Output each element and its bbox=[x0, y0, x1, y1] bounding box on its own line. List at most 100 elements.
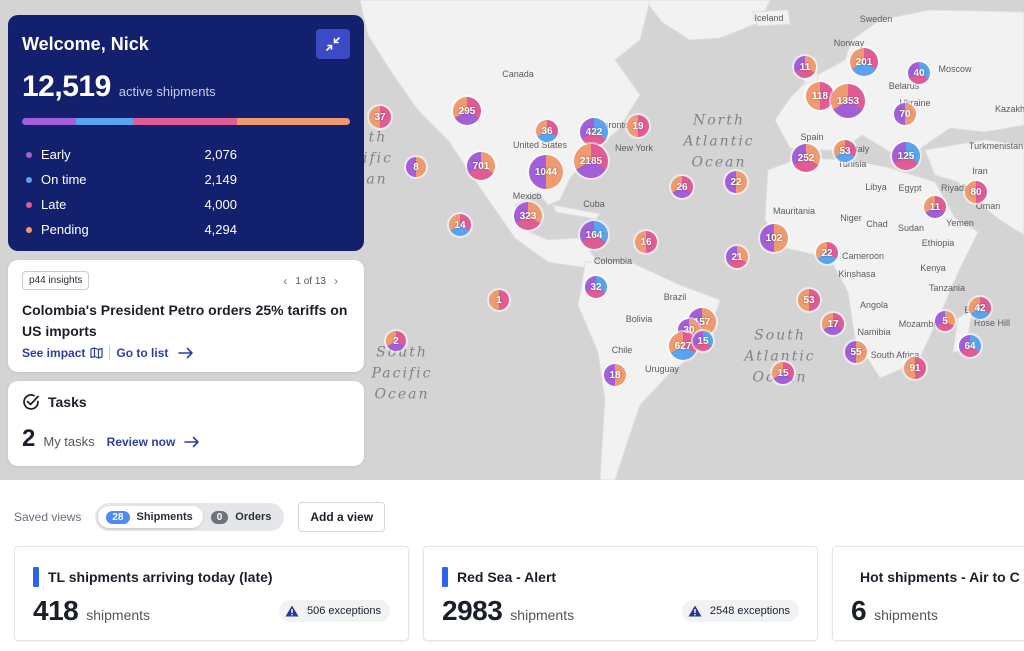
shipment-cluster[interactable]: 18 bbox=[604, 364, 626, 386]
view-unit: shipments bbox=[874, 607, 938, 623]
saved-view-card[interactable]: Hot shipments - Air to C 6 shipments bbox=[832, 546, 1024, 641]
status-row-on-time[interactable]: On time 2,149 bbox=[22, 167, 350, 192]
shipment-cluster[interactable]: 5 bbox=[935, 311, 955, 331]
saved-view-card[interactable]: Red Sea - Alert 2983 shipments 2548 excep… bbox=[423, 546, 818, 641]
status-row-pending[interactable]: Pending 4,294 bbox=[22, 217, 350, 242]
shipment-cluster[interactable]: 8 bbox=[406, 157, 426, 177]
add-view-button[interactable]: Add a view bbox=[298, 502, 386, 532]
status-row-early[interactable]: Early 2,076 bbox=[22, 142, 350, 167]
shipment-cluster[interactable]: 11 bbox=[924, 196, 946, 218]
see-impact-link[interactable]: See impact bbox=[22, 346, 86, 360]
shipment-cluster[interactable]: 102 bbox=[760, 224, 788, 252]
bar-segment-early bbox=[22, 118, 77, 125]
shipment-cluster[interactable]: 21 bbox=[726, 246, 748, 268]
shipment-cluster[interactable]: 295 bbox=[453, 97, 481, 125]
place-label: Namibia bbox=[857, 327, 891, 337]
exceptions-count: 2548 exceptions bbox=[709, 605, 790, 617]
shipment-cluster[interactable]: 2 bbox=[386, 331, 406, 351]
shipment-cluster[interactable]: 36 bbox=[536, 120, 558, 142]
shipment-cluster[interactable]: 201 bbox=[850, 48, 878, 76]
go-to-list-link[interactable]: Go to list bbox=[116, 346, 169, 360]
insights-card: p44 insights ‹ 1 of 13 › Colombia's Pres… bbox=[8, 260, 364, 372]
arrow-right-icon[interactable] bbox=[177, 347, 195, 359]
place-label: Egypt bbox=[898, 183, 922, 193]
shipment-cluster[interactable]: 422 bbox=[580, 118, 608, 146]
shipment-cluster[interactable]: 2185 bbox=[574, 144, 608, 178]
view-count: 2983 bbox=[442, 595, 503, 626]
accent-bar bbox=[442, 567, 448, 587]
saved-views-label: Saved views bbox=[14, 510, 82, 524]
status-row-late[interactable]: Late 4,000 bbox=[22, 192, 350, 217]
exceptions-count: 506 exceptions bbox=[307, 605, 381, 617]
place-label: Yemen bbox=[946, 218, 974, 228]
status-value: 4,294 bbox=[204, 222, 237, 237]
shipment-cluster[interactable]: 22 bbox=[816, 242, 838, 264]
chevron-right-icon[interactable]: › bbox=[334, 274, 338, 288]
place-label: Cameroon bbox=[841, 251, 885, 261]
shipment-cluster[interactable]: 627 bbox=[669, 332, 697, 360]
shipment-cluster[interactable]: 32 bbox=[585, 276, 607, 298]
shipment-cluster[interactable]: 1044 bbox=[529, 155, 563, 189]
shipment-cluster[interactable]: 15 bbox=[693, 331, 713, 351]
accent-bar bbox=[33, 567, 39, 587]
shipment-cluster[interactable]: 55 bbox=[845, 341, 867, 363]
place-label: Bolivia bbox=[625, 314, 653, 324]
shipment-cluster[interactable]: 40 bbox=[908, 62, 930, 84]
dot-icon bbox=[26, 226, 32, 233]
shipment-cluster[interactable]: 53 bbox=[834, 140, 856, 162]
place-label: South Africa bbox=[870, 350, 920, 360]
place-label: United States bbox=[512, 140, 568, 150]
shipment-cluster[interactable]: 118 bbox=[806, 82, 834, 110]
shipment-cluster[interactable]: 1 bbox=[489, 290, 509, 310]
ocean-label: North Atlantic Ocean bbox=[683, 112, 755, 171]
shipment-cluster[interactable]: 14 bbox=[449, 214, 471, 236]
shipments-tab[interactable]: 28 Shipments bbox=[98, 506, 203, 528]
shipment-cluster[interactable]: 64 bbox=[959, 335, 981, 357]
shipment-cluster[interactable]: 22 bbox=[725, 171, 747, 193]
dot-icon bbox=[26, 201, 32, 208]
place-label: Mozambi bbox=[898, 319, 936, 329]
status-list: Early 2,076 On time 2,149 Late 4,000 Pendin… bbox=[22, 142, 350, 242]
shipment-cluster[interactable]: 70 bbox=[894, 103, 916, 125]
warning-icon bbox=[285, 605, 299, 617]
shipment-cluster[interactable]: 53 bbox=[798, 289, 820, 311]
shipment-cluster[interactable]: 701 bbox=[467, 152, 495, 180]
shipment-cluster[interactable]: 19 bbox=[627, 115, 649, 137]
shipment-cluster[interactable]: 323 bbox=[514, 202, 542, 230]
shipment-cluster[interactable]: 26 bbox=[671, 176, 693, 198]
shipment-cluster[interactable]: 42 bbox=[969, 297, 991, 319]
place-label: Rose Hill bbox=[973, 318, 1011, 328]
shipment-cluster[interactable]: 1353 bbox=[831, 84, 865, 118]
place-label: Angola bbox=[859, 300, 889, 310]
saved-view-card[interactable]: TL shipments arriving today (late) 418 sh… bbox=[14, 546, 409, 641]
shipment-cluster[interactable]: 15 bbox=[772, 362, 794, 384]
chevron-left-icon[interactable]: ‹ bbox=[283, 274, 288, 288]
shipment-cluster[interactable]: 16 bbox=[635, 231, 657, 253]
shipment-cluster[interactable]: 11 bbox=[794, 56, 816, 78]
shipment-cluster[interactable]: 80 bbox=[965, 181, 987, 203]
shipment-cluster[interactable]: 17 bbox=[822, 313, 844, 335]
place-label: Canada bbox=[502, 69, 534, 79]
insight-headline[interactable]: Colombia's President Petro orders 25% ta… bbox=[22, 302, 348, 339]
place-label: Norway bbox=[833, 38, 865, 48]
arrow-right-icon bbox=[184, 436, 200, 448]
shipment-cluster[interactable]: 91 bbox=[904, 357, 926, 379]
shipment-cluster[interactable]: 125 bbox=[892, 142, 920, 170]
shipment-cluster[interactable]: 252 bbox=[792, 144, 820, 172]
orders-tab[interactable]: 0 Orders bbox=[203, 506, 282, 528]
status-label: Pending bbox=[41, 222, 89, 237]
review-now-label: Review now bbox=[106, 435, 176, 449]
saved-views-bar: Saved views 28 Shipments 0 Orders Add a … bbox=[14, 502, 386, 532]
review-now-link[interactable]: Review now bbox=[107, 435, 202, 449]
collapse-button[interactable] bbox=[316, 29, 350, 59]
place-label: Colombia bbox=[593, 256, 633, 266]
place-label: Kinshasa bbox=[838, 269, 876, 279]
map-icon[interactable] bbox=[90, 347, 103, 359]
place-label: Cuba bbox=[583, 199, 605, 209]
tasks-title: Tasks bbox=[48, 394, 87, 410]
shipment-cluster[interactable]: 164 bbox=[580, 221, 608, 249]
exceptions-badge[interactable]: 2548 exceptions bbox=[681, 600, 799, 622]
exceptions-badge[interactable]: 506 exceptions bbox=[279, 600, 390, 622]
view-title: TL shipments arriving today (late) bbox=[48, 569, 273, 585]
shipment-cluster[interactable]: 37 bbox=[369, 106, 391, 128]
